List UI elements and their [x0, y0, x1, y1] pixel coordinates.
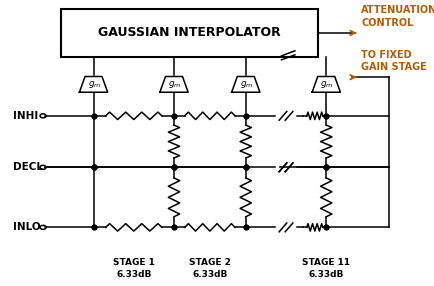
Text: TO FIXED
GAIN STAGE: TO FIXED GAIN STAGE [360, 50, 426, 72]
Text: $g_m$: $g_m$ [239, 79, 253, 90]
Text: DECL: DECL [13, 162, 43, 172]
Polygon shape [160, 77, 187, 92]
Polygon shape [231, 77, 259, 92]
Text: GAUSSIAN INTERPOLATOR: GAUSSIAN INTERPOLATOR [98, 26, 280, 39]
Text: ATTENUATION
CONTROL: ATTENUATION CONTROL [360, 5, 434, 28]
Text: $g_m$: $g_m$ [87, 79, 101, 90]
Text: $g_m$: $g_m$ [168, 79, 181, 90]
Text: INHI: INHI [13, 111, 38, 121]
Polygon shape [79, 77, 108, 92]
Text: STAGE 2
6.33dB: STAGE 2 6.33dB [188, 258, 230, 279]
Text: STAGE 1
6.33dB: STAGE 1 6.33dB [112, 258, 155, 279]
Text: STAGE 11
6.33dB: STAGE 11 6.33dB [302, 258, 349, 279]
Text: INLO: INLO [13, 223, 41, 232]
FancyBboxPatch shape [61, 9, 317, 57]
Polygon shape [312, 77, 339, 92]
Text: $g_m$: $g_m$ [319, 79, 333, 90]
